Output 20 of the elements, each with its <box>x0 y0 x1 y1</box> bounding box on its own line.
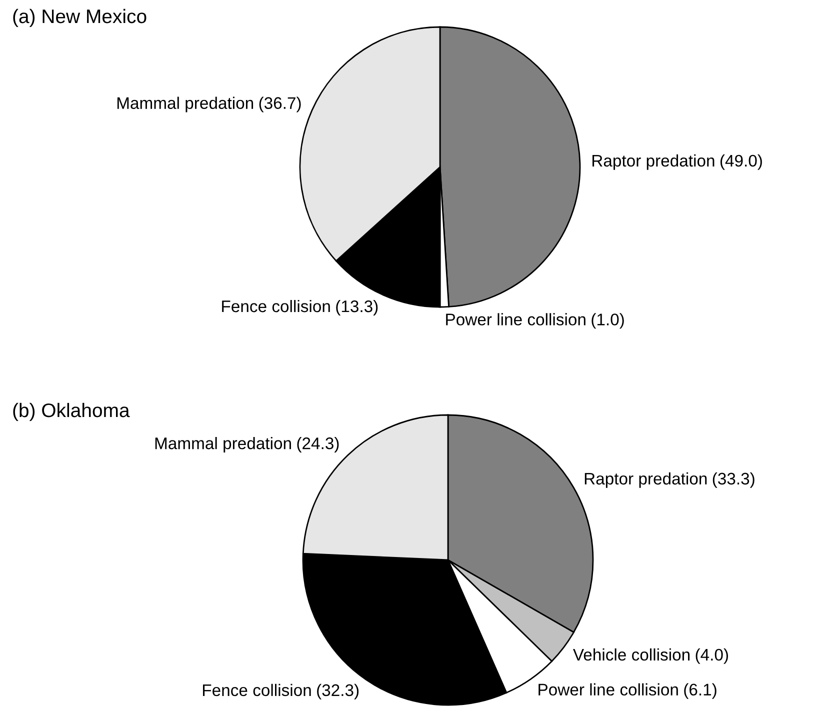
data-label: (32.3) <box>317 684 359 700</box>
slice-label: Raptor predation <box>584 472 707 488</box>
slice-label: Power line collision <box>538 683 678 696</box>
data-label: (24.3) <box>297 436 339 453</box>
slice-label: Raptor predation <box>592 154 714 170</box>
slice-label: Power line collision <box>446 313 586 326</box>
chart-title: (b) Oklahoma <box>13 402 130 422</box>
data-label: (33.3) <box>712 472 754 488</box>
chart-title: (a) New Mexico <box>13 8 146 28</box>
data-label: (36.7) <box>259 96 301 112</box>
data-label: (49.0) <box>720 154 762 170</box>
slice-label: Mammal predation <box>155 436 291 453</box>
data-label: (4.0) <box>696 648 728 664</box>
slice-label: Fence collision <box>222 300 330 312</box>
slice-label: Mammal predation <box>117 96 254 112</box>
data-label: (6.1) <box>684 683 716 699</box>
slice-label: Fence collision <box>203 684 311 696</box>
data-label: (13.3) <box>336 300 378 316</box>
data-label: (1.0) <box>592 313 624 329</box>
slice-label: Vehicle collision <box>573 648 690 661</box>
